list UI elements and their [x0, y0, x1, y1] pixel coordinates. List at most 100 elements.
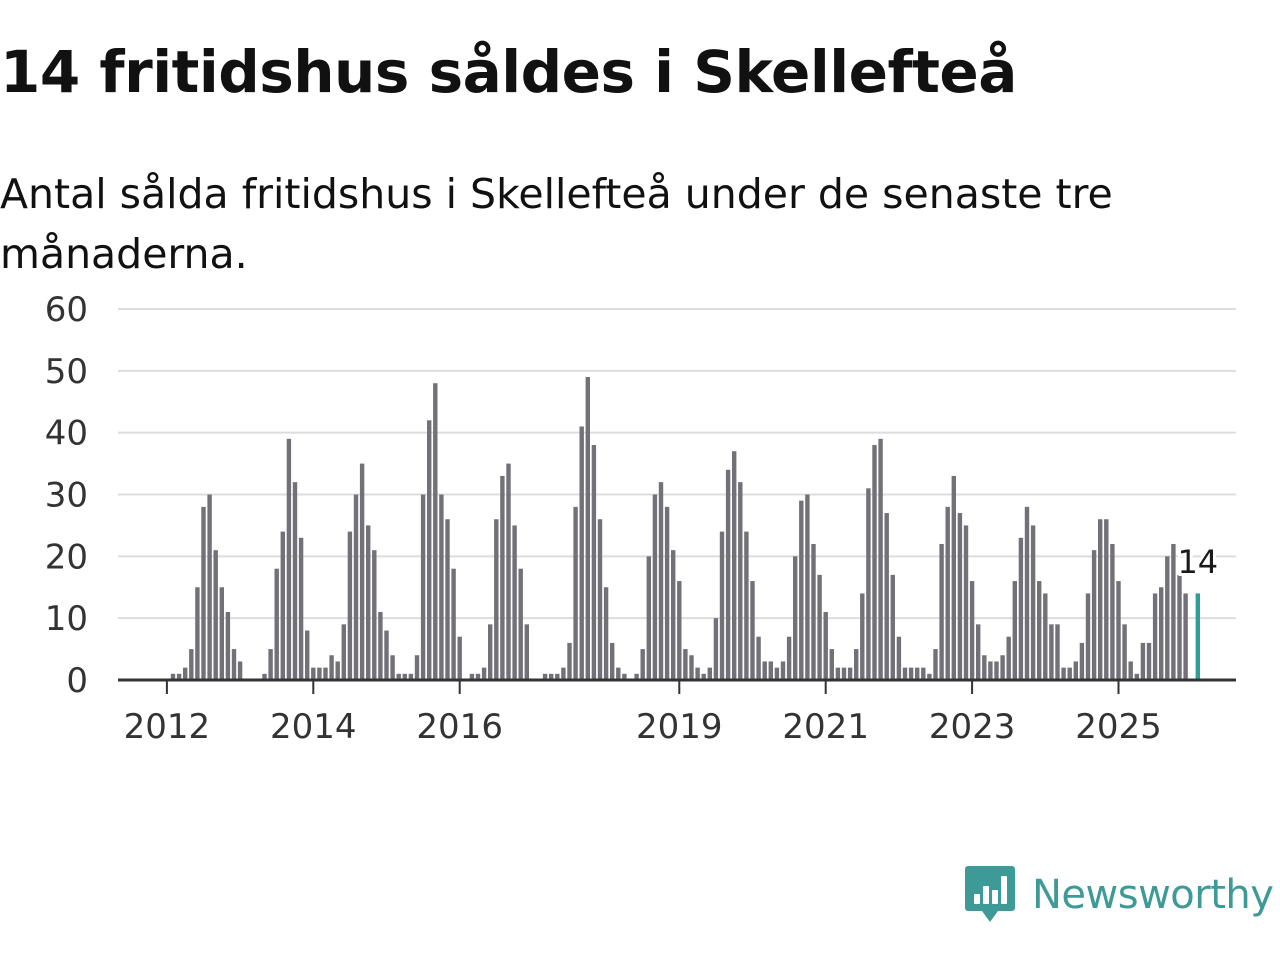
bar	[738, 482, 743, 680]
bar	[823, 611, 828, 680]
brand-name: Newsworthy	[1032, 872, 1274, 918]
bar	[847, 667, 853, 680]
bar	[341, 624, 346, 680]
bar	[329, 655, 334, 680]
newsworthy-logo: Newsworthy	[964, 864, 1274, 926]
bar	[927, 673, 932, 680]
bar	[414, 655, 420, 680]
highlight-data-label: 14	[1177, 543, 1218, 581]
x-tick-label: 2025	[1075, 707, 1162, 747]
bar	[237, 661, 243, 680]
bar	[1177, 574, 1182, 680]
y-tick-label: 60	[45, 290, 88, 330]
bar	[835, 667, 841, 680]
bars	[170, 377, 1200, 680]
bar	[963, 525, 969, 680]
bar	[689, 655, 694, 680]
bar	[945, 506, 950, 680]
bar	[1043, 593, 1048, 680]
bar	[1128, 661, 1133, 680]
bar	[890, 574, 895, 680]
bar	[976, 624, 981, 680]
bar	[957, 513, 963, 680]
bar	[1116, 581, 1121, 680]
bar	[408, 673, 414, 680]
bar	[183, 667, 188, 680]
bar	[317, 667, 322, 680]
bar	[640, 649, 645, 680]
bar	[799, 500, 804, 680]
bar	[280, 531, 285, 680]
bar	[372, 550, 377, 680]
bar	[939, 543, 944, 680]
bar-highlight	[1195, 593, 1200, 680]
x-tick-label: 2019	[636, 707, 723, 747]
bar	[817, 574, 822, 680]
bar	[725, 469, 731, 680]
bar	[1165, 556, 1170, 680]
bar	[750, 581, 755, 680]
bar	[292, 482, 298, 680]
bar	[707, 667, 712, 680]
bar	[225, 611, 231, 680]
bar	[390, 655, 395, 680]
bar	[262, 673, 267, 680]
bar	[1024, 506, 1030, 680]
bar	[756, 636, 761, 680]
bar	[1091, 550, 1097, 680]
bar	[902, 667, 908, 680]
bar	[506, 463, 511, 680]
bar	[896, 636, 902, 680]
bar	[921, 667, 926, 680]
bar	[359, 463, 365, 680]
bar	[451, 568, 456, 680]
bar	[762, 661, 767, 680]
bar	[841, 667, 847, 680]
bar	[805, 494, 810, 680]
y-tick-label: 40	[45, 414, 88, 454]
bar	[616, 667, 621, 680]
bar	[597, 519, 603, 680]
bar	[176, 673, 182, 680]
bar	[1030, 525, 1036, 680]
bar	[713, 618, 719, 680]
bar	[585, 377, 590, 680]
y-tick-label: 50	[45, 352, 88, 392]
x-tick-label: 2016	[416, 707, 503, 747]
bar	[213, 550, 218, 680]
bar	[915, 667, 920, 680]
bar	[866, 488, 871, 680]
bar	[561, 667, 566, 680]
bar	[494, 519, 499, 680]
bar	[994, 661, 999, 680]
bar	[622, 673, 627, 680]
bar	[652, 494, 658, 680]
bar	[347, 531, 353, 680]
bar	[445, 519, 450, 680]
bar	[591, 445, 597, 680]
bar	[1122, 624, 1127, 680]
annotations: 14	[1174, 540, 1221, 584]
y-tick-label: 10	[45, 599, 88, 639]
bar	[658, 482, 664, 680]
bar	[396, 673, 401, 680]
bar	[664, 506, 670, 680]
bar	[579, 426, 584, 680]
bar	[732, 451, 737, 680]
x-tick-label: 2023	[929, 707, 1016, 747]
bar	[189, 649, 194, 680]
bar	[780, 661, 786, 680]
bar	[378, 611, 383, 680]
bar	[1061, 667, 1066, 680]
bar	[420, 494, 426, 680]
bar	[811, 543, 816, 680]
bar	[951, 475, 956, 680]
bar	[610, 642, 615, 680]
chart-title: 14 fritidshus såldes i Skellefteå	[0, 38, 1017, 106]
bar	[366, 525, 371, 680]
x-tick-label: 2014	[270, 707, 357, 747]
bar	[878, 438, 883, 680]
bar	[1006, 636, 1011, 680]
bar	[555, 673, 560, 680]
x-tick-label: 2021	[782, 707, 869, 747]
